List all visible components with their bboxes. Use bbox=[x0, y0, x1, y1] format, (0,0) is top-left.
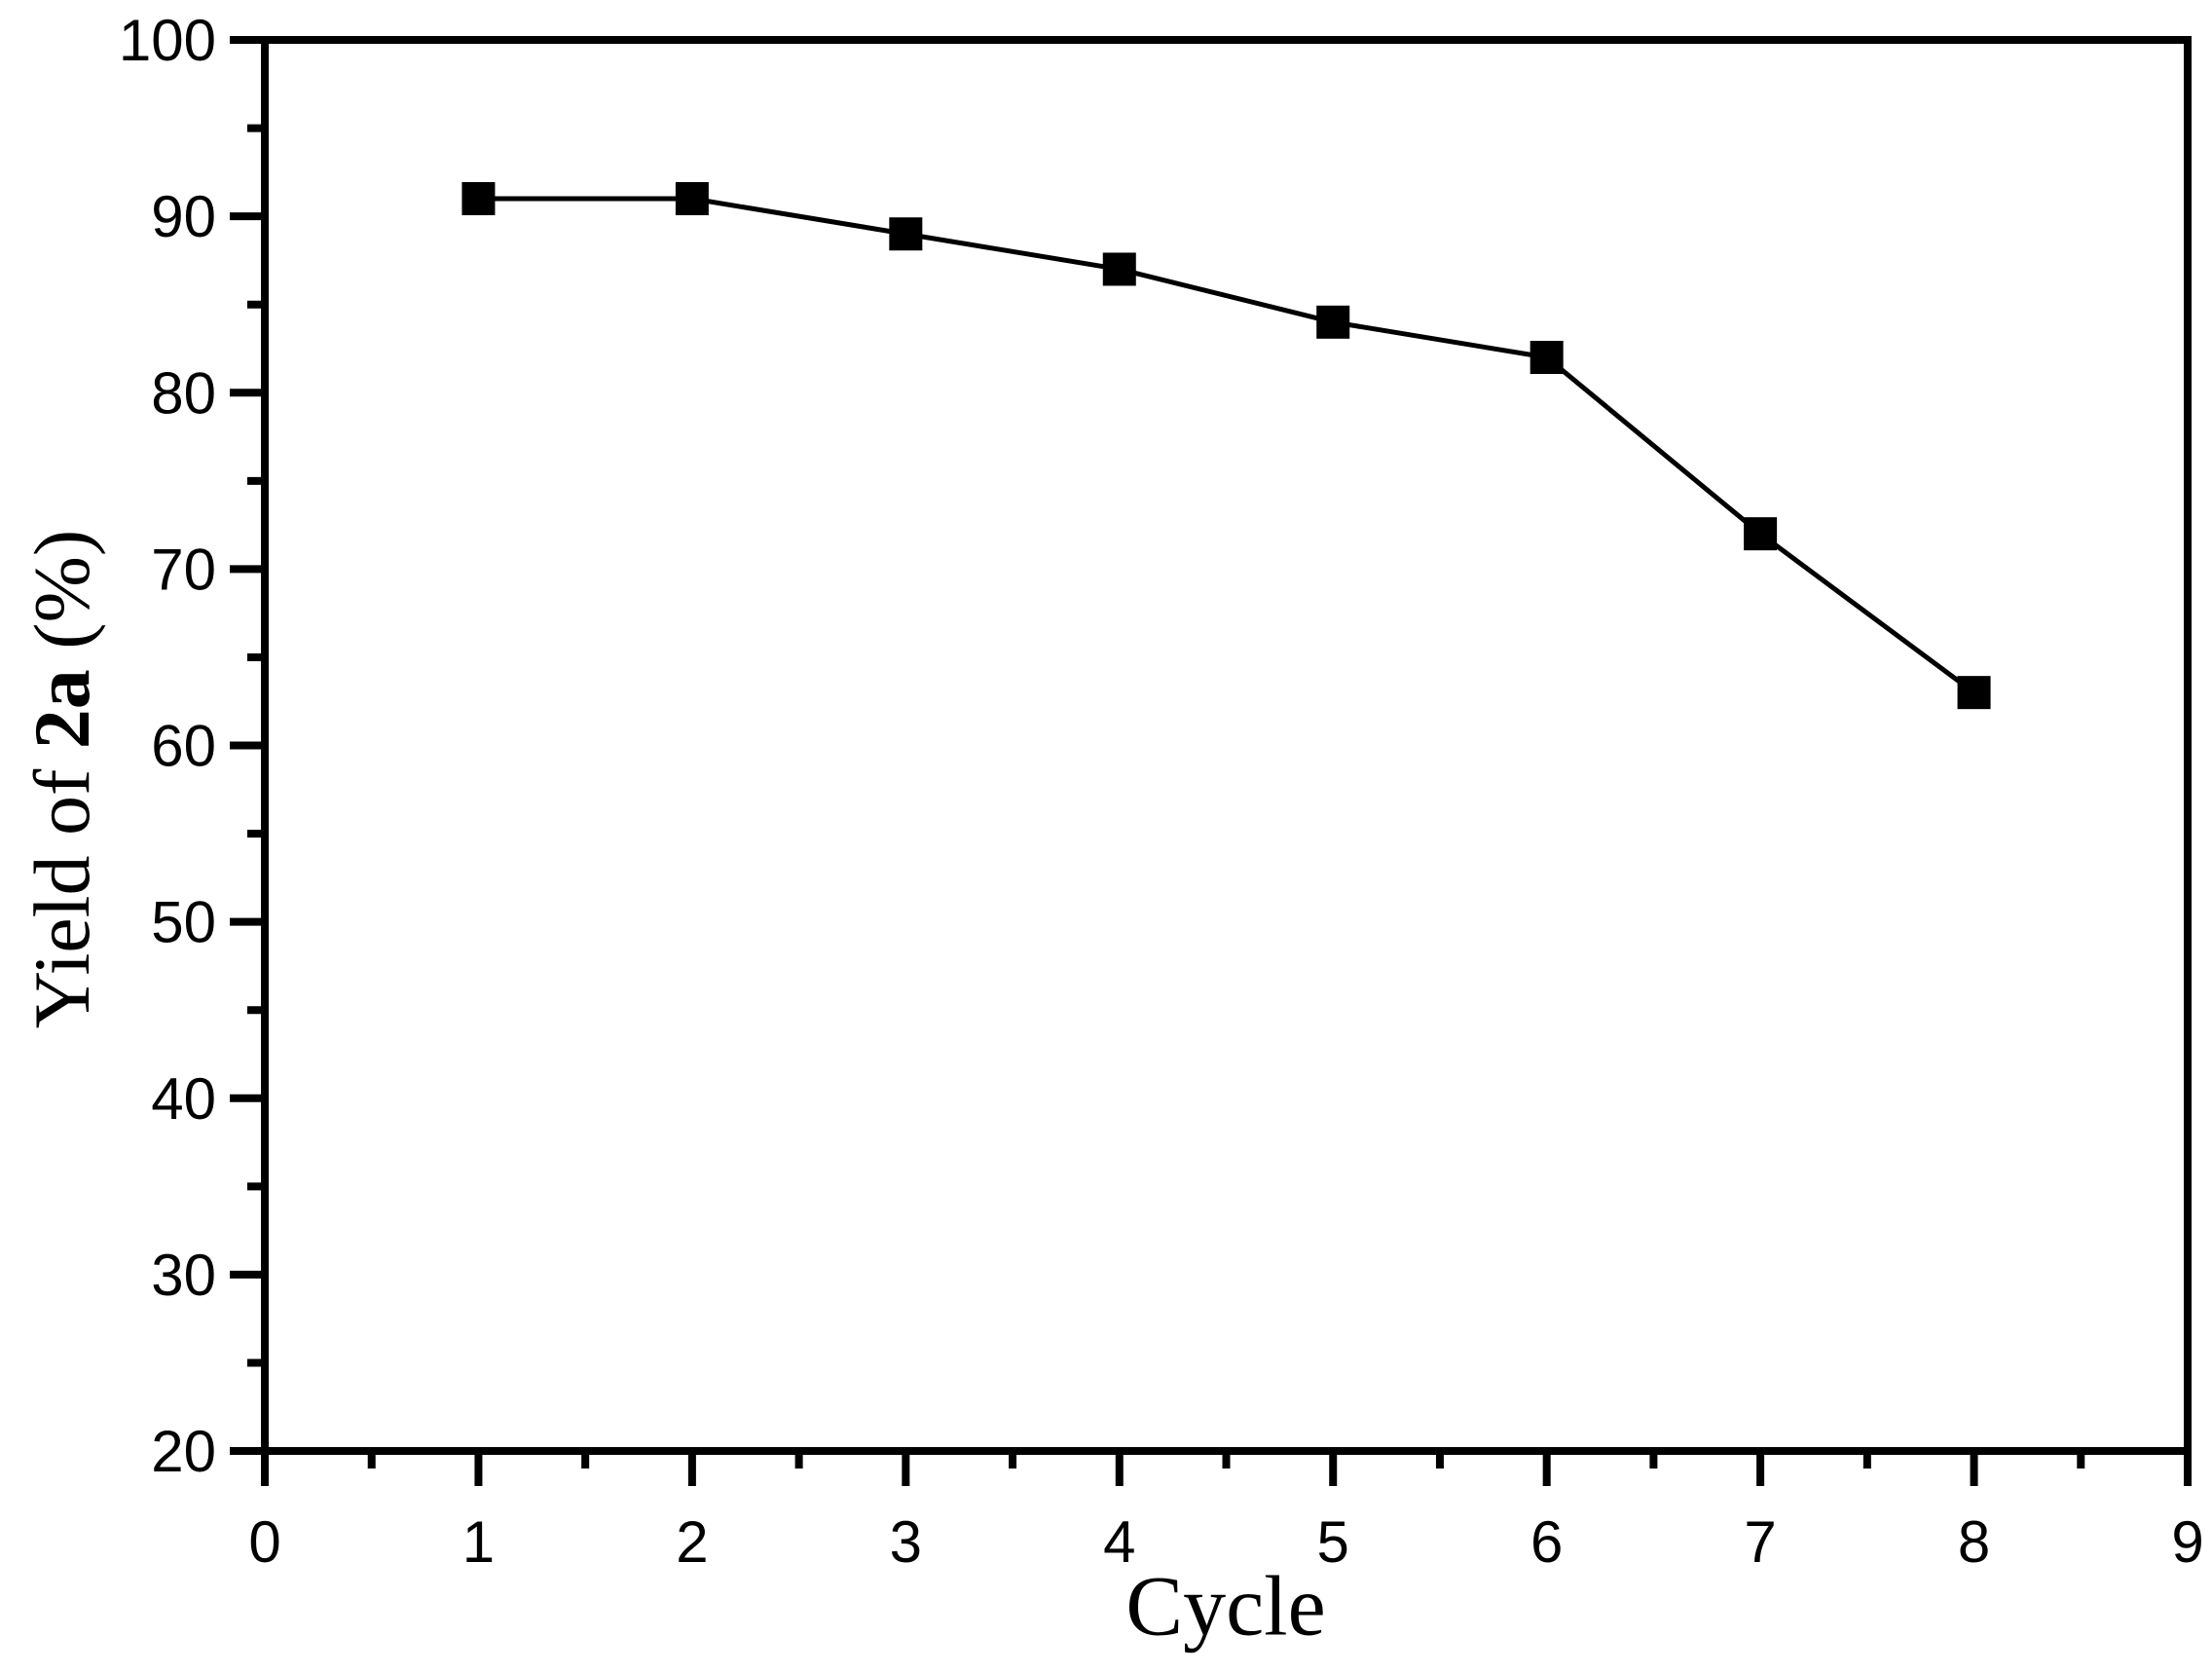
data-point-marker bbox=[461, 182, 496, 216]
x-tick-label: 3 bbox=[890, 1509, 922, 1575]
plot-frame-group bbox=[261, 36, 2192, 1455]
x-tick-label: 0 bbox=[248, 1509, 280, 1575]
y-axis-title-part: Yield of bbox=[18, 749, 106, 1029]
x-tick-label: 9 bbox=[2171, 1509, 2203, 1575]
x-tick-label: 2 bbox=[676, 1509, 708, 1575]
x-tick-label: 4 bbox=[1103, 1509, 1135, 1575]
x-axis-title: Cycle bbox=[1125, 1559, 1326, 1654]
x-tick-label: 6 bbox=[1530, 1509, 1563, 1575]
y-tick-label: 100 bbox=[119, 8, 216, 73]
x-tick-label: 1 bbox=[462, 1509, 495, 1575]
y-tick-label: 60 bbox=[151, 714, 216, 779]
data-point-marker bbox=[675, 182, 709, 216]
data-point-marker bbox=[889, 217, 923, 251]
y-tick-label: 90 bbox=[151, 184, 216, 249]
y-tick-label: 40 bbox=[151, 1066, 216, 1132]
y-axis-title-part-bold: 2a bbox=[18, 669, 106, 750]
data-point-marker bbox=[1744, 517, 1778, 551]
x-tick-label: 7 bbox=[1744, 1509, 1776, 1575]
data-series-group bbox=[461, 182, 1991, 710]
axis-ticks-group bbox=[230, 36, 2192, 1486]
data-point-marker bbox=[1957, 676, 1991, 710]
y-tick-label: 50 bbox=[151, 890, 216, 955]
y-tick-label: 20 bbox=[151, 1419, 216, 1484]
plot-frame bbox=[261, 36, 2192, 1455]
y-axis-title: Yield of 2a (%) bbox=[17, 530, 108, 1028]
y-tick-label: 70 bbox=[151, 537, 216, 602]
x-tick-label: 5 bbox=[1317, 1509, 1349, 1575]
x-tick-label: 8 bbox=[1958, 1509, 1990, 1575]
tick-labels-group: 0 1 2 3 4 5 6 7 8 9 20 30 40 50 60 70 80 90 100 bbox=[119, 8, 2204, 1575]
data-line bbox=[478, 196, 1976, 695]
data-point-marker bbox=[1316, 305, 1350, 339]
y-axis-title-part: (%) bbox=[18, 529, 106, 670]
y-tick-label: 80 bbox=[151, 360, 216, 426]
y-tick-label: 30 bbox=[151, 1243, 216, 1308]
data-point-marker bbox=[1530, 341, 1564, 375]
data-point-marker bbox=[1102, 252, 1136, 286]
